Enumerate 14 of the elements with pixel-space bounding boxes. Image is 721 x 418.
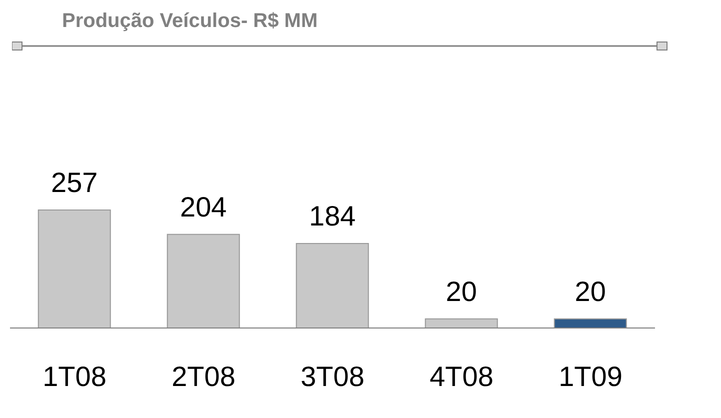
x-tick-label: 4T08	[430, 360, 494, 392]
data-label: 204	[180, 191, 227, 222]
bar	[166, 234, 240, 328]
data-label: 20	[574, 276, 606, 307]
x-tick-label: 1T08	[42, 360, 106, 392]
bar	[38, 210, 111, 328]
data-label: 20	[446, 276, 477, 307]
bar	[296, 243, 369, 328]
data-label: 184	[309, 200, 356, 232]
x-tick-label: 1T09	[558, 360, 622, 392]
data-label: 257	[51, 167, 98, 198]
x-tick-label: 3T08	[300, 360, 364, 392]
chart-title: Produção Veículos- R$ MM	[62, 10, 318, 33]
x-tick-label: 2T08	[172, 360, 236, 392]
